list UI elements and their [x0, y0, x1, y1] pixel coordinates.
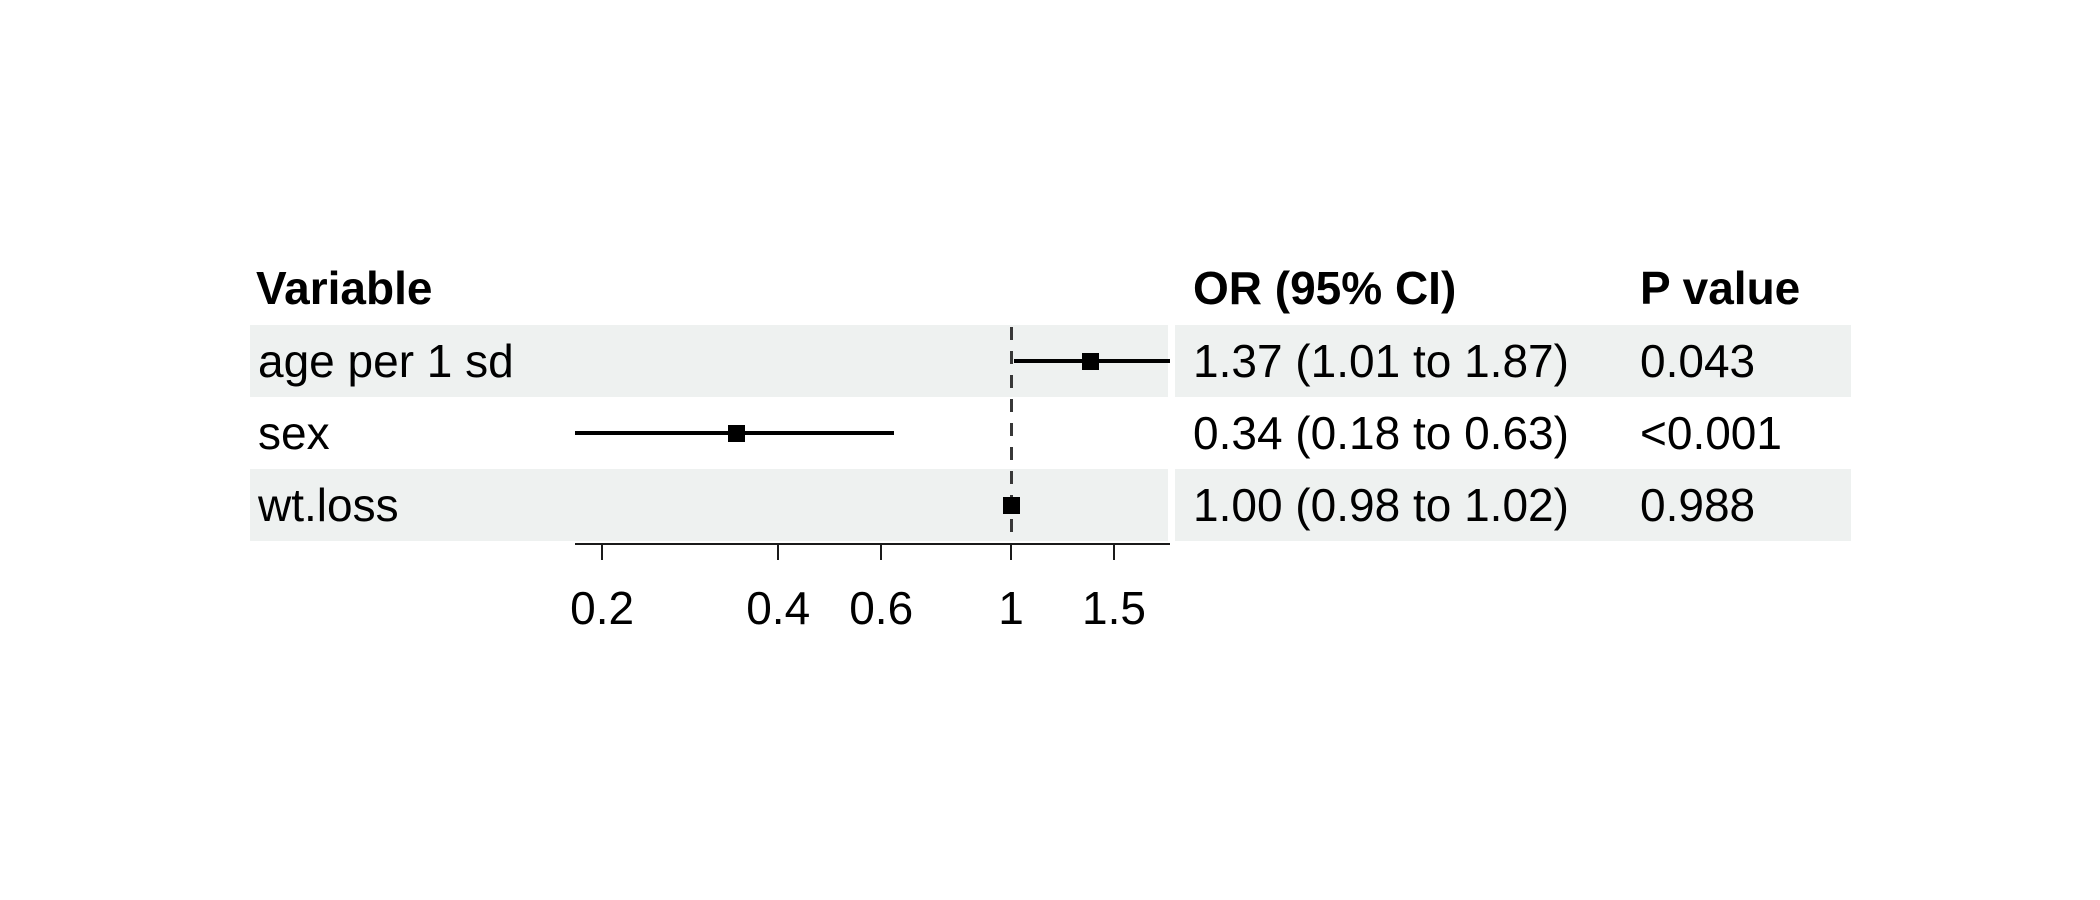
column-header-p-value: P value — [1640, 262, 1801, 314]
tick-label: 1 — [998, 582, 1024, 634]
column-header-variable: Variable — [256, 262, 433, 314]
row-variable-label: sex — [258, 407, 330, 459]
tick-label: 0.4 — [746, 582, 811, 634]
axis-tick — [880, 545, 883, 560]
tick-label: 0.6 — [849, 582, 914, 634]
axis-tick — [601, 545, 604, 560]
axis-tick — [1010, 545, 1012, 560]
axis-tick — [777, 545, 780, 560]
tick-label: 0.2 — [570, 582, 635, 634]
row-or-ci-value: 1.37 (1.01 to 1.87) — [1193, 335, 1569, 387]
axis-tick — [1113, 545, 1115, 560]
or-marker — [1082, 352, 1100, 370]
or-marker — [728, 424, 746, 442]
or-marker — [1002, 496, 1020, 514]
row-variable-label: age per 1 sd — [258, 335, 514, 387]
reference-line — [1009, 327, 1013, 543]
table-row-sex: sex 0.34 (0.18 to 0.63) <0.001 — [250, 397, 1851, 469]
row-variable-label: wt.loss — [258, 479, 399, 531]
row-or-ci-value: 0.34 (0.18 to 0.63) — [1193, 407, 1569, 459]
table-row-wtloss: wt.loss 1.00 (0.98 to 1.02) 0.988 — [250, 469, 1851, 541]
table-row-age: age per 1 sd 1.37 (1.01 to 1.87) 0.043 — [250, 325, 1851, 397]
row-p-value: <0.001 — [1640, 407, 1782, 459]
row-or-ci-value: 1.00 (0.98 to 1.02) — [1193, 479, 1569, 531]
x-axis-line — [575, 543, 1171, 545]
tick-label: 1.5 — [1082, 582, 1146, 634]
row-p-value: 0.043 — [1640, 335, 1756, 387]
column-divider — [1168, 325, 1175, 541]
row-p-value: 0.988 — [1640, 479, 1756, 531]
column-header-or-ci: OR (95% CI) — [1193, 262, 1457, 314]
